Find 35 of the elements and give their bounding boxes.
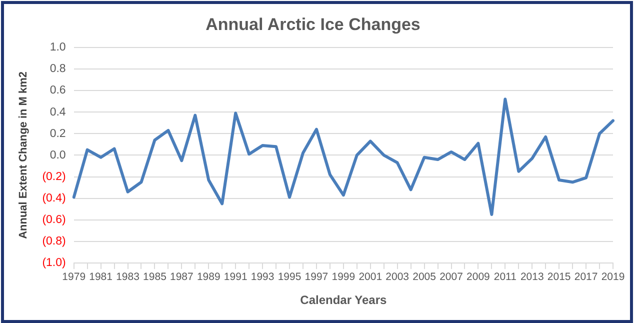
y-tick-label: 0.8 bbox=[50, 63, 66, 76]
y-tick-label: 0.0 bbox=[50, 149, 66, 162]
x-tick-label: 1983 bbox=[116, 271, 140, 284]
x-tick-label: 1999 bbox=[332, 271, 356, 284]
x-tick-label: 2013 bbox=[520, 271, 544, 284]
x-tick-label: 1989 bbox=[196, 271, 220, 284]
x-tick-label: 2005 bbox=[412, 271, 436, 284]
x-tick-label: 2017 bbox=[574, 271, 598, 284]
x-tick-label: 2011 bbox=[494, 271, 517, 284]
x-tick-label: 1979 bbox=[62, 271, 86, 284]
x-tick-label: 2009 bbox=[466, 271, 490, 284]
x-tick-label: 1985 bbox=[143, 271, 167, 284]
y-tick-label: (0.2) bbox=[42, 170, 66, 183]
x-tick-label: 2003 bbox=[386, 271, 410, 284]
x-tick-label: 1981 bbox=[89, 271, 113, 284]
y-axis-title: Annual Extent Change in M km2 bbox=[18, 71, 30, 239]
x-tick-label: 1997 bbox=[304, 271, 328, 284]
y-tick-label: 0.2 bbox=[50, 128, 66, 140]
x-tick-label: 1993 bbox=[250, 271, 274, 284]
y-tick-label: (1.0) bbox=[42, 257, 66, 270]
x-axis-title: Calendar Years bbox=[300, 293, 387, 308]
x-tick-label: 2019 bbox=[601, 271, 625, 284]
x-tick-label: 2015 bbox=[547, 271, 571, 284]
y-tick-label: (0.4) bbox=[42, 192, 66, 204]
y-tick-label: 0.4 bbox=[50, 106, 66, 118]
y-tick-label: (0.6) bbox=[42, 214, 66, 226]
x-tick-label: 2001 bbox=[358, 271, 382, 284]
chart-title: Annual Arctic Ice Changes bbox=[206, 14, 420, 34]
y-tick-label: (0.8) bbox=[42, 236, 66, 248]
x-tick-label: 1991 bbox=[224, 271, 248, 284]
x-tick-label: 2007 bbox=[440, 271, 464, 284]
x-tick-label: 1995 bbox=[278, 271, 302, 284]
y-tick-label: 1.0 bbox=[50, 42, 66, 54]
y-tick-label: 0.6 bbox=[50, 84, 66, 97]
x-tick-label: 1987 bbox=[170, 271, 194, 284]
